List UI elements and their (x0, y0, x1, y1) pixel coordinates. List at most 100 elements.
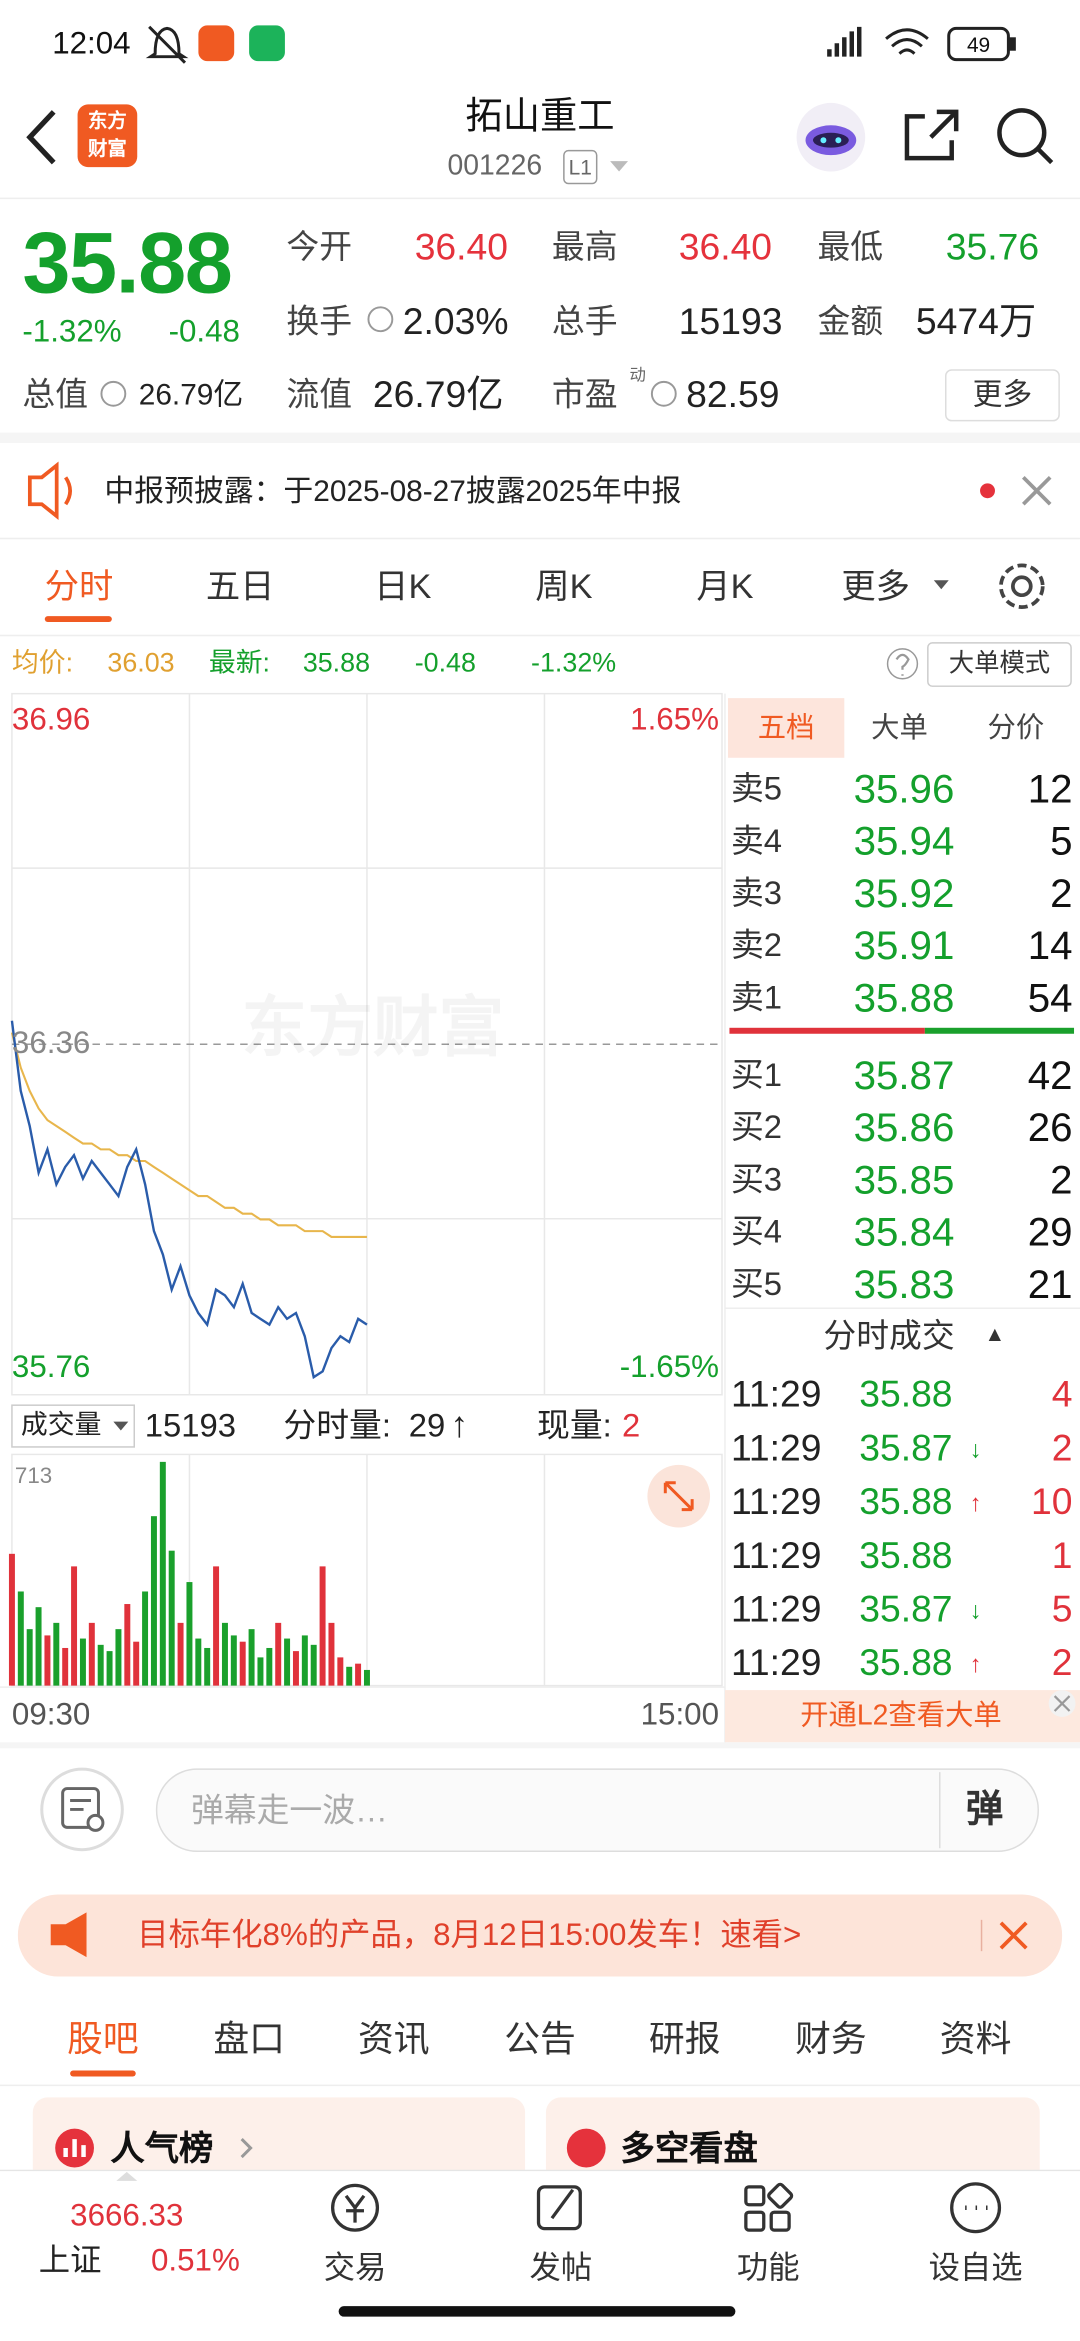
search-icon[interactable] (997, 108, 1054, 165)
latest-label: 最新: (208, 647, 271, 678)
info-tab[interactable]: 研报 (648, 2019, 721, 2060)
book-price: 35.85 (853, 1157, 955, 1203)
volume-bar (88, 1622, 95, 1686)
volume-bar (168, 1550, 175, 1686)
dropdown-icon[interactable] (610, 161, 629, 172)
volume-bar (124, 1604, 131, 1686)
ad-bg[interactable] (17, 1894, 1063, 1977)
volume-bar (328, 1622, 335, 1686)
x-tick-label: 15:00 (640, 1698, 720, 1733)
chart-tab[interactable]: 分时 (44, 567, 114, 606)
info-icons (100, 306, 677, 407)
info-tab[interactable]: 资讯 (358, 2019, 430, 2060)
comment-input-bg[interactable] (155, 1768, 1039, 1852)
book-level: 卖3 (730, 873, 783, 912)
volume-bar (8, 1553, 15, 1686)
tab-underline (70, 2070, 136, 2077)
trade-time: 11:29 (730, 1642, 822, 1685)
chart-tab[interactable]: 五日 (205, 567, 275, 606)
volume-selector-bg[interactable] (11, 1404, 135, 1448)
trade-qty: 1 (1051, 1534, 1073, 1577)
active-tab-bg (727, 698, 845, 758)
settings-icon[interactable] (999, 563, 1045, 609)
trade-qty: 5 (1051, 1588, 1073, 1631)
nav-item[interactable]: 发帖 (529, 2251, 593, 2286)
volume-bar (106, 1651, 113, 1686)
card-title[interactable]: 人气榜 (110, 2128, 214, 2168)
nav-item[interactable]: 功能 (736, 2251, 800, 2286)
book-qty: 12 (1027, 766, 1073, 812)
info-tab[interactable]: 资料 (939, 2019, 1012, 2060)
volume-bar (35, 1607, 42, 1686)
mode-button-bg[interactable] (927, 642, 1072, 687)
app-logo (77, 104, 138, 168)
volume-bar (159, 1461, 166, 1686)
tab-underline (44, 616, 112, 623)
dropdown-icon[interactable] (113, 1421, 129, 1431)
trade-price: 35.87 (859, 1427, 953, 1470)
logo-text: 东方 (87, 109, 127, 132)
field-label: 换手 (286, 302, 353, 340)
info-tab[interactable]: 盘口 (213, 2019, 285, 2060)
chart-tab[interactable]: 周K (535, 567, 593, 606)
more-button[interactable]: 更多 (972, 378, 1033, 412)
dropdown-icon[interactable] (933, 580, 949, 590)
ad-close[interactable] (999, 1921, 1028, 1950)
volume-bar (248, 1629, 255, 1686)
nav-icons[interactable] (331, 2182, 1002, 2234)
card-title[interactable]: 多空看盘 (620, 2128, 758, 2168)
l2-promo[interactable]: 开通L2查看大单 (800, 1699, 1002, 1732)
notice-text[interactable]: 中报预披露：于2025-08-27披露2025年中报 (104, 475, 682, 509)
info-tab[interactable]: 公告 (504, 2019, 576, 2060)
volume-bar (195, 1638, 202, 1686)
field-label: 总手 (551, 302, 618, 340)
volume-bar (79, 1638, 86, 1686)
trade-price: 35.88 (859, 1373, 953, 1416)
promo-bg[interactable] (724, 1690, 1080, 1743)
expand-icon[interactable] (647, 1464, 711, 1528)
info-tab[interactable]: 股吧 (67, 2019, 139, 2060)
assistant-avatar[interactable] (796, 102, 866, 172)
nav-item[interactable]: 设自选 (928, 2251, 1023, 2286)
index-value[interactable]: 3666.33 (70, 2199, 184, 2234)
volume-bar (337, 1657, 344, 1686)
trade-price: 35.88 (859, 1534, 953, 1577)
nav-item[interactable]: 交易 (323, 2251, 387, 2286)
info-tab[interactable]: 财务 (795, 2019, 867, 2060)
mode-button[interactable]: 大单模式 (948, 648, 1051, 677)
volume-bar (177, 1622, 184, 1686)
more-button-bg[interactable] (944, 369, 1060, 422)
share-icon[interactable] (904, 109, 959, 161)
danmaku-button[interactable]: 弹 (965, 1788, 1004, 1831)
back-icon[interactable] (26, 110, 56, 165)
close-icon[interactable] (1021, 476, 1052, 506)
chart-frame (11, 692, 723, 1687)
change-amount: -0.48 (168, 315, 240, 350)
tick-volume-arrow: ↑ (450, 1404, 469, 1445)
volume-bar (284, 1638, 291, 1686)
book-price: 35.87 (853, 1052, 955, 1098)
help-icon[interactable] (886, 648, 919, 680)
book-qty: 2 (1050, 1157, 1073, 1203)
chart-tab[interactable]: 月K (696, 567, 754, 606)
pointer (116, 2171, 138, 2181)
comment-icon[interactable] (40, 1767, 124, 1852)
book-level: 买3 (730, 1160, 783, 1198)
comment-input[interactable]: 弹幕走一波… (190, 1791, 388, 1829)
trade-qty: 2 (1051, 1642, 1073, 1685)
avg-value: 36.03 (107, 647, 175, 678)
stock-name: 拓山重工 (465, 95, 615, 138)
volume-selector[interactable]: 成交量 (20, 1409, 102, 1440)
book-tab[interactable]: 分价 (987, 712, 1045, 744)
book-tab[interactable]: 大单 (871, 712, 928, 744)
promo-close[interactable] (1048, 1690, 1076, 1717)
volume-bar (26, 1629, 33, 1686)
chart-tab[interactable]: 日K (374, 567, 432, 606)
chart-tab[interactable]: 更多 (841, 567, 910, 606)
ad-text[interactable]: 目标年化8%的产品，8月12日15:00发车！速看> (137, 1918, 802, 1954)
book-level: 买5 (730, 1264, 783, 1302)
book-tab[interactable]: 五档 (757, 712, 815, 744)
